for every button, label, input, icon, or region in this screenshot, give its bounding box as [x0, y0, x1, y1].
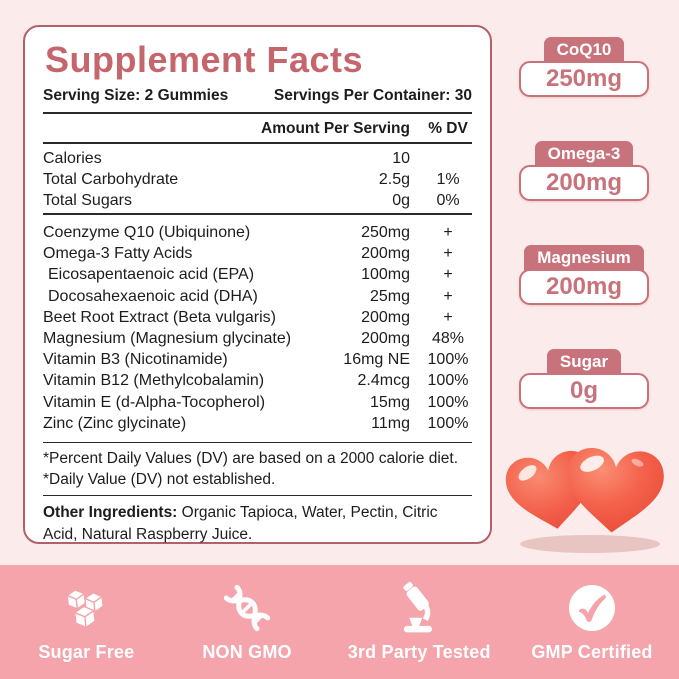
footnote-dv-not-established: *Daily Value (DV) not established. — [43, 471, 276, 489]
badge-omega3: Omega-3 200mg — [519, 141, 649, 201]
feature-gmp-certified: GMP Certified — [531, 582, 652, 663]
feature-label: GMP Certified — [531, 641, 653, 662]
other-ingredients-label: Other Ingredients: — [43, 504, 178, 522]
divider — [43, 495, 472, 497]
divider — [43, 142, 472, 144]
badge-name: CoQ10 — [543, 37, 625, 63]
badge-name: Sugar — [546, 349, 622, 375]
table-header-row: Amount Per Serving % DV — [43, 118, 472, 140]
supplement-facts-panel: Supplement Facts Serving Size: 2 Gummies… — [23, 25, 492, 544]
other-ingredients-text: Organic Tapioca, Water, Pectin, Citric A… — [43, 504, 438, 543]
column-header-dv: % DV — [428, 120, 468, 137]
badge-sugar: Sugar 0g — [519, 349, 649, 409]
table-row: Vitamin E (d-Alpha-Tocopherol) 15mg 100% — [43, 393, 469, 411]
other-ingredients: Other Ingredients: Organic Tapioca, Wate… — [43, 502, 472, 545]
feature-label: Sugar Free — [38, 641, 135, 662]
badge-value: 250mg — [519, 61, 649, 97]
feature-label: 3rd Party Tested — [347, 641, 491, 662]
table-row: Vitamin B3 (Nicotinamide) 16mg NE 100% — [43, 351, 469, 369]
divider — [43, 112, 472, 114]
microscope-icon — [393, 581, 445, 634]
check-circle-icon — [566, 582, 618, 634]
feature-label: NON GMO — [202, 641, 292, 662]
feature-non-gmo: NON GMO — [187, 582, 307, 663]
dna-icon — [221, 582, 273, 634]
badge-value: 200mg — [519, 165, 649, 201]
feature-3rd-party-tested: 3rd Party Tested — [347, 581, 491, 663]
table-row: Calories 10 — [43, 150, 410, 167]
panel-title: Supplement Facts — [45, 39, 364, 80]
footnote-dv-basis: *Percent Daily Values (DV) are based on … — [43, 450, 458, 468]
basic-nutrition-rows: Calories 10 Total Carbohydrate 2.5g 1% T… — [43, 148, 472, 211]
serving-row: Serving Size: 2 Gummies Servings Per Con… — [43, 86, 472, 106]
heart-gummies-illustration — [505, 448, 664, 553]
table-row: Docosahexaenoic acid (DHA) 25mg + — [48, 287, 453, 305]
table-row: Zinc (Zinc glycinate) 11mg 100% — [43, 414, 469, 432]
servings-per-container: Servings Per Container: 30 — [273, 87, 472, 104]
badge-coq10: CoQ10 250mg — [519, 37, 649, 97]
table-row: Total Sugars 0g 0% — [43, 192, 460, 209]
highlight-badges: CoQ10 250mg Omega-3 200mg Magnesium 200m… — [503, 25, 665, 453]
badge-value: 200mg — [519, 269, 649, 305]
column-header-amount: Amount Per Serving — [261, 120, 410, 137]
table-row: Vitamin B12 (Methylcobalamin) 2.4mcg 100… — [43, 372, 469, 390]
divider — [43, 213, 472, 215]
badge-name: Magnesium — [524, 245, 644, 271]
feature-bar: Sugar Free NON GMO — [0, 565, 679, 679]
nutrient-rows: Coenzyme Q10 (Ubiquinone) 250mg + Omega-… — [43, 222, 472, 434]
feature-sugar-free: Sugar Free — [26, 582, 146, 663]
footnotes: *Percent Daily Values (DV) are based on … — [43, 448, 472, 490]
serving-size: Serving Size: 2 Gummies — [43, 87, 229, 104]
table-row: Magnesium (Magnesium glycinate) 200mg 48… — [43, 330, 465, 348]
sugar-cubes-icon — [61, 582, 111, 634]
table-row: Omega-3 Fatty Acids 200mg + — [43, 245, 453, 263]
table-row: Beet Root Extract (Beta vulgaris) 200mg … — [43, 308, 453, 326]
badge-value: 0g — [519, 373, 649, 409]
table-row: Total Carbohydrate 2.5g 1% — [43, 171, 460, 188]
table-row: Coenzyme Q10 (Ubiquinone) 250mg + — [43, 224, 453, 241]
badge-magnesium: Magnesium 200mg — [519, 245, 649, 305]
badge-name: Omega-3 — [534, 141, 634, 167]
divider — [43, 442, 472, 444]
table-row: Eicosapentaenoic acid (EPA) 100mg + — [48, 266, 453, 284]
